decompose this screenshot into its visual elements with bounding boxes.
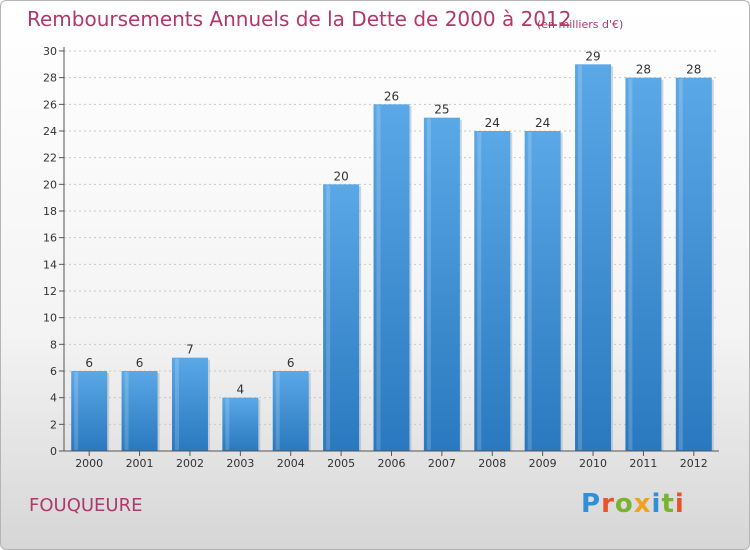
data-label: 7 [186,343,194,357]
bar [423,117,460,452]
y-tick-label: 20 [43,178,57,191]
chart-subtitle: (en milliers d'€) [537,18,624,31]
bar-highlight [275,372,280,450]
logo-letter: t [661,489,675,519]
x-tick-label: 2010 [579,457,607,470]
bar [575,64,612,452]
logo-letter: P [581,489,602,519]
bar [524,131,561,451]
y-tick-label: 12 [43,285,57,298]
y-tick-label: 22 [43,152,57,165]
bar [222,397,259,451]
y-tick-label: 14 [43,258,57,271]
data-label: 6 [287,356,295,370]
bar [272,371,309,451]
x-tick-label: 2007 [428,457,456,470]
logo-letter: x [633,489,652,519]
data-label: 29 [585,49,600,63]
bar-highlight [174,358,179,450]
bar [171,357,208,451]
bar-highlight [628,78,633,451]
data-label: 26 [384,89,399,103]
logo-letter: o [614,489,634,519]
logo-letter: i [674,489,685,519]
x-tick-label: 2012 [680,457,708,470]
bar-highlight [376,105,381,450]
x-tick-label: 2000 [75,457,103,470]
x-tick-label: 2008 [478,457,506,470]
chart-title: Remboursements Annuels de la Dette de 20… [27,7,572,31]
y-tick-label: 30 [43,45,57,58]
y-tick-label: 24 [43,125,57,138]
bar [373,104,410,451]
y-tick-label: 4 [50,392,57,405]
bar [474,131,511,451]
y-tick-label: 26 [43,98,57,111]
x-tick-label: 2001 [126,457,154,470]
data-label: 6 [136,356,144,370]
y-tick-label: 6 [50,365,57,378]
bar [625,77,662,452]
bar [121,371,158,451]
bar-highlight [124,372,129,450]
y-tick-label: 10 [43,312,57,325]
x-tick-label: 2011 [629,457,657,470]
bar-highlight [74,372,79,450]
bar [675,77,712,452]
x-tick-label: 2004 [277,457,305,470]
bar-highlight [326,185,331,451]
data-label: 24 [485,116,500,130]
bar-highlight [678,78,683,451]
y-tick-label: 8 [50,338,57,351]
y-tick-label: 2 [50,418,57,431]
bar-highlight [477,132,482,450]
y-tick-label: 16 [43,232,57,245]
x-tick-label: 2003 [226,457,254,470]
commune-name: FOUQUEURE [29,495,143,516]
data-label: 24 [535,116,550,130]
data-label: 28 [686,63,701,77]
y-tick-label: 18 [43,205,57,218]
x-tick-label: 2005 [327,457,355,470]
x-tick-label: 2009 [529,457,557,470]
y-tick-label: 28 [43,72,57,85]
data-label: 28 [636,63,651,77]
y-tick-label: 0 [50,445,57,458]
x-tick-label: 2002 [176,457,204,470]
bar-highlight [426,118,431,451]
data-label: 6 [85,356,93,370]
bar-highlight [527,132,532,450]
bar-highlight [225,398,230,450]
proxiti-logo: Proxiti [581,489,685,519]
logo-letter: r [601,489,615,519]
bar [71,371,108,451]
data-label: 20 [333,169,348,183]
data-label: 4 [237,383,245,397]
bar-highlight [578,65,583,450]
bar [323,184,360,452]
data-label: 25 [434,103,449,117]
logo-letter: i [651,489,662,519]
x-tick-label: 2006 [378,457,406,470]
